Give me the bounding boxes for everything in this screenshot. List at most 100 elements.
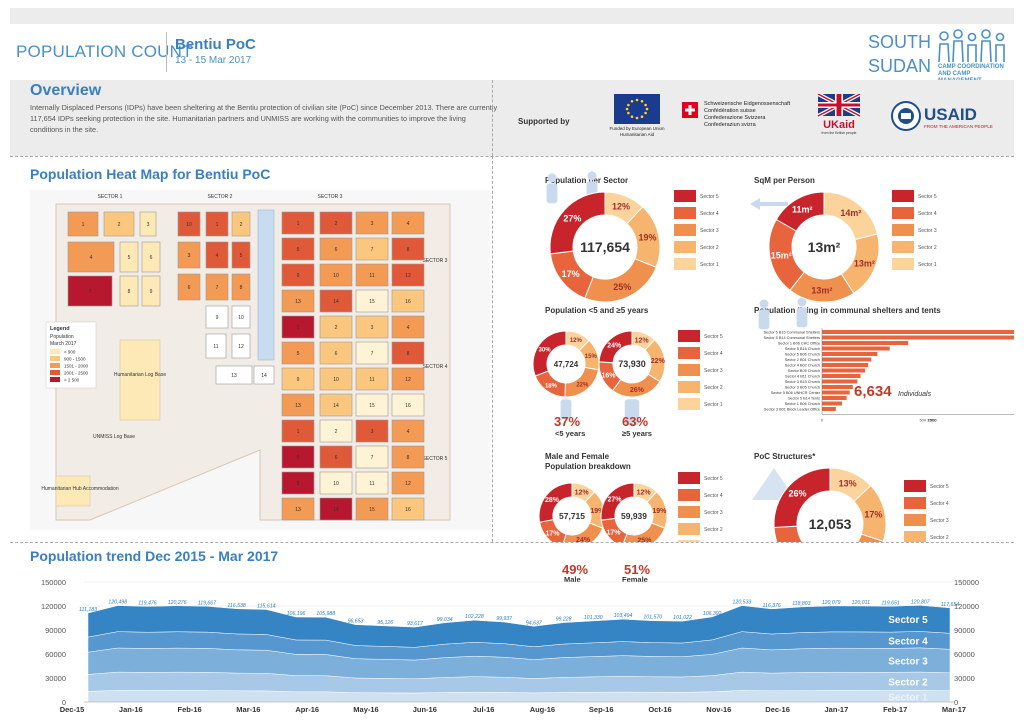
block-number: 14 bbox=[333, 403, 339, 409]
heatmap-block bbox=[355, 263, 389, 287]
heatmap-block bbox=[281, 393, 315, 417]
total-label: 115,614 bbox=[257, 604, 275, 610]
bar-category: Sector 2 B01 Church bbox=[785, 358, 820, 362]
block-number: 3 bbox=[371, 429, 374, 435]
block-number: 9 bbox=[297, 273, 300, 279]
total-label: 96,653 bbox=[348, 619, 364, 625]
block-number: 5 bbox=[240, 253, 243, 259]
total-label: 103,494 bbox=[614, 613, 633, 619]
bar-tick: 1000 bbox=[928, 418, 938, 423]
person-head bbox=[797, 297, 807, 307]
donut-slice bbox=[773, 467, 831, 529]
bar-category: Sector 1 B06 CHC Office bbox=[778, 342, 820, 346]
heatmap-block bbox=[319, 367, 353, 391]
swiss-text-line: Confederaziun svizra bbox=[704, 122, 756, 128]
under5-caption: <5 years bbox=[555, 429, 586, 438]
legend-swatch bbox=[674, 224, 696, 236]
x-tick: Feb-16 bbox=[178, 705, 202, 714]
legend-label: Sector 2 bbox=[918, 245, 937, 251]
block-number: 11 bbox=[369, 481, 374, 487]
bar-category: Sector 3 B01 Block Leader Office bbox=[764, 408, 820, 412]
heatmap-block bbox=[281, 289, 315, 313]
block-number: 12 bbox=[405, 273, 411, 279]
total-label: 111,183 bbox=[79, 607, 97, 613]
legend-swatch bbox=[678, 472, 700, 484]
cccm-people-icon bbox=[938, 29, 1005, 63]
slice-label: 12% bbox=[575, 489, 590, 496]
overview-section: Overview Internally Displaced Persons (I… bbox=[10, 80, 1014, 156]
pop-sector-title: Population per Sector bbox=[545, 176, 629, 185]
legend-swatch bbox=[674, 241, 696, 253]
block-number: 15 bbox=[369, 507, 375, 513]
donut-center-value: 47,724 bbox=[554, 360, 579, 369]
legend-swatch bbox=[678, 330, 700, 342]
y-tick-left: 0 bbox=[62, 698, 66, 707]
legend-swatch bbox=[678, 347, 700, 359]
block-number: 16 bbox=[405, 403, 411, 409]
donut-hole bbox=[614, 346, 650, 382]
block-number: 2 bbox=[335, 325, 338, 331]
x-tick: Oct-16 bbox=[648, 705, 671, 714]
total-label: 117,654 bbox=[941, 602, 959, 608]
legend-label: < 900 bbox=[64, 350, 76, 355]
country-line1: SOUTH bbox=[868, 32, 931, 52]
block-number: 1 bbox=[82, 222, 85, 228]
trend-title: Population trend Dec 2015 - Mar 2017 bbox=[30, 548, 279, 564]
legend-swatch bbox=[892, 258, 914, 270]
donut-slice bbox=[600, 482, 635, 521]
legend-swatch bbox=[50, 356, 60, 361]
donut-slice bbox=[563, 522, 604, 542]
legend-swatch bbox=[892, 224, 914, 236]
legend-swatch bbox=[678, 381, 700, 393]
donut-slice bbox=[532, 330, 567, 377]
slice-label: 14m² bbox=[840, 208, 861, 218]
block-number: 12 bbox=[405, 481, 411, 487]
heatmap-block bbox=[355, 367, 389, 391]
legend-label: 1501 - 2000 bbox=[64, 364, 89, 369]
total-label: 94,637 bbox=[526, 620, 543, 626]
heatmap-block bbox=[231, 273, 251, 301]
y-tick-left: 60000 bbox=[45, 650, 66, 659]
bar-tick: 2000 bbox=[928, 418, 938, 423]
x-tick: Jul-16 bbox=[473, 705, 495, 714]
heatmap-block bbox=[355, 341, 389, 365]
total-label: 120,011 bbox=[852, 600, 870, 606]
block-number: 2 bbox=[240, 222, 243, 228]
series-label: Sector 5 bbox=[888, 615, 928, 626]
header-separator bbox=[166, 32, 167, 72]
trend-chart: 0 0 30000 30000 60000 60000 90000 90000 120000 12… bbox=[41, 578, 979, 714]
legend-swatch bbox=[50, 370, 60, 375]
trend-section: Population trend Dec 2015 - Mar 2017 0 0 3… bbox=[10, 542, 1014, 714]
legend-label: Sector 3 bbox=[918, 228, 937, 234]
legend-subtitle: Population bbox=[50, 334, 74, 340]
donut-slice bbox=[538, 482, 573, 523]
slice-label: 12% bbox=[637, 489, 652, 496]
donut-hole bbox=[793, 216, 855, 278]
x-tick: Mar-17 bbox=[942, 705, 966, 714]
heatmap-block bbox=[355, 497, 389, 521]
block-number: 1 bbox=[216, 222, 219, 228]
block-number: 6 bbox=[335, 455, 338, 461]
swiss-text: Schweizerische Eidgenossenschaft Confédé… bbox=[704, 101, 790, 129]
x-tick: Mar-16 bbox=[236, 705, 260, 714]
x-tick: Dec-15 bbox=[60, 705, 85, 714]
person-body bbox=[546, 183, 558, 204]
legend-swatch bbox=[50, 349, 60, 354]
ukaid-sub: from the British people bbox=[821, 131, 856, 135]
donut-center-value: 57,715 bbox=[559, 511, 585, 521]
slice-label: 12% bbox=[570, 338, 583, 344]
block-number: 13 bbox=[295, 403, 301, 409]
bar bbox=[822, 352, 878, 356]
total-label: 120,079 bbox=[822, 600, 841, 606]
heatmap-block bbox=[281, 211, 315, 235]
block-number: 11 bbox=[369, 273, 374, 279]
heatmap-map: SECTOR 1 SECTOR 2 SECTOR 3 SECTOR 3 SECTOR 4… bbox=[30, 190, 490, 530]
block-number: 3 bbox=[371, 221, 374, 227]
heatmap-block bbox=[253, 365, 275, 385]
section-divider bbox=[10, 156, 1014, 157]
heatmap-block bbox=[281, 263, 315, 287]
x-tick: Feb-17 bbox=[883, 705, 907, 714]
heatmap-block bbox=[231, 333, 251, 359]
y-tick-right: 90000 bbox=[954, 626, 975, 635]
bar-category: Sector 5 B14 Communal Shelters bbox=[764, 336, 820, 340]
